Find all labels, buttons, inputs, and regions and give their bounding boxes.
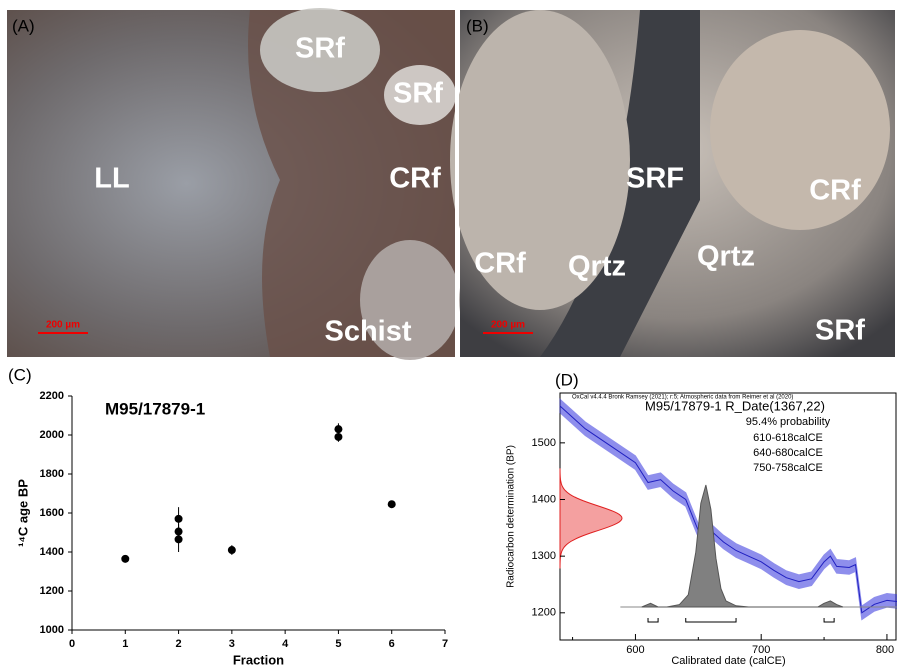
mineral-label: LL — [94, 163, 129, 195]
x-label: Fraction — [233, 652, 284, 667]
point — [121, 554, 130, 563]
x-tick-label: 7 — [442, 638, 448, 650]
x-tick-label: 800 — [876, 644, 894, 656]
range-bracket — [823, 618, 835, 623]
mineral-label: SRf — [393, 78, 443, 110]
probability: 95.4% probability — [746, 416, 831, 428]
mineral-label: CRf — [389, 163, 441, 195]
point — [227, 546, 236, 555]
panel-label: (D) — [555, 370, 579, 389]
mineral-label: SRf — [295, 33, 345, 65]
x-tick-label: 2 — [176, 638, 182, 650]
header: OxCal v4.4.4 Bronk Ramsey (2021); r:5; A… — [572, 395, 793, 401]
micrograph-a — [7, 8, 460, 360]
calibration-band — [559, 398, 897, 621]
posterior — [641, 484, 844, 608]
mineral-label: SRF — [626, 163, 684, 195]
mineral-label: CRf — [474, 248, 526, 280]
calibration-curve — [559, 405, 897, 614]
y-tick-label: 1400 — [40, 546, 64, 558]
panel-label: (B) — [466, 16, 489, 35]
y-tick-label: 2000 — [40, 429, 64, 441]
y-tick-label: 1000 — [40, 624, 64, 636]
scale-label: 200 µm — [46, 320, 80, 331]
range-label: 610-618calCE — [753, 432, 823, 444]
x-tick-label: 600 — [626, 644, 644, 656]
panel-label: (A) — [12, 16, 35, 35]
x-tick-label: 0 — [69, 638, 75, 650]
mineral-label: Schist — [324, 316, 411, 348]
range-bracket — [647, 618, 659, 623]
range-label: 750-758calCE — [753, 462, 823, 474]
x-tick-label: 6 — [389, 638, 395, 650]
y-tick-label: 2200 — [40, 390, 64, 402]
y-tick-label: 1200 — [40, 585, 64, 597]
x-label: Calibrated date (calCE) — [671, 655, 785, 667]
x-tick-label: 5 — [335, 638, 341, 650]
chart-title: M95/17879-1 — [105, 399, 205, 418]
point — [174, 535, 183, 544]
range-label: 640-680calCE — [753, 447, 823, 459]
y-label: ¹⁴C age BP — [15, 479, 30, 547]
r-date-distribution — [559, 468, 623, 569]
scale-label: 200 µm — [491, 320, 525, 331]
y-label: Radiocarbon determination (BP) — [506, 445, 517, 588]
y-tick-label: 1600 — [40, 507, 64, 519]
mineral-label: Qrtz — [697, 241, 755, 273]
mineral-label: CRf — [809, 175, 861, 207]
y-tick-label: 1500 — [532, 437, 556, 449]
mineral-label: SRf — [815, 315, 865, 347]
panel-label: (C) — [8, 365, 32, 384]
x-tick-label: 1 — [122, 638, 128, 650]
micrograph-b — [450, 10, 895, 357]
y-tick-label: 1300 — [532, 550, 556, 562]
point — [174, 514, 183, 523]
point — [334, 425, 343, 434]
point — [387, 500, 396, 509]
y-tick-label: 1400 — [532, 493, 556, 505]
range-bracket — [685, 618, 737, 623]
y-tick-label: 1800 — [40, 468, 64, 480]
x-tick-label: 700 — [752, 644, 770, 656]
point — [334, 432, 343, 441]
mineral-label: Qrtz — [568, 251, 626, 283]
chart-title: M95/17879-1 R_Date(1367,22) — [645, 398, 825, 413]
y-tick-label: 1200 — [532, 607, 556, 619]
x-tick-label: 3 — [229, 638, 235, 650]
x-tick-label: 4 — [282, 638, 289, 650]
